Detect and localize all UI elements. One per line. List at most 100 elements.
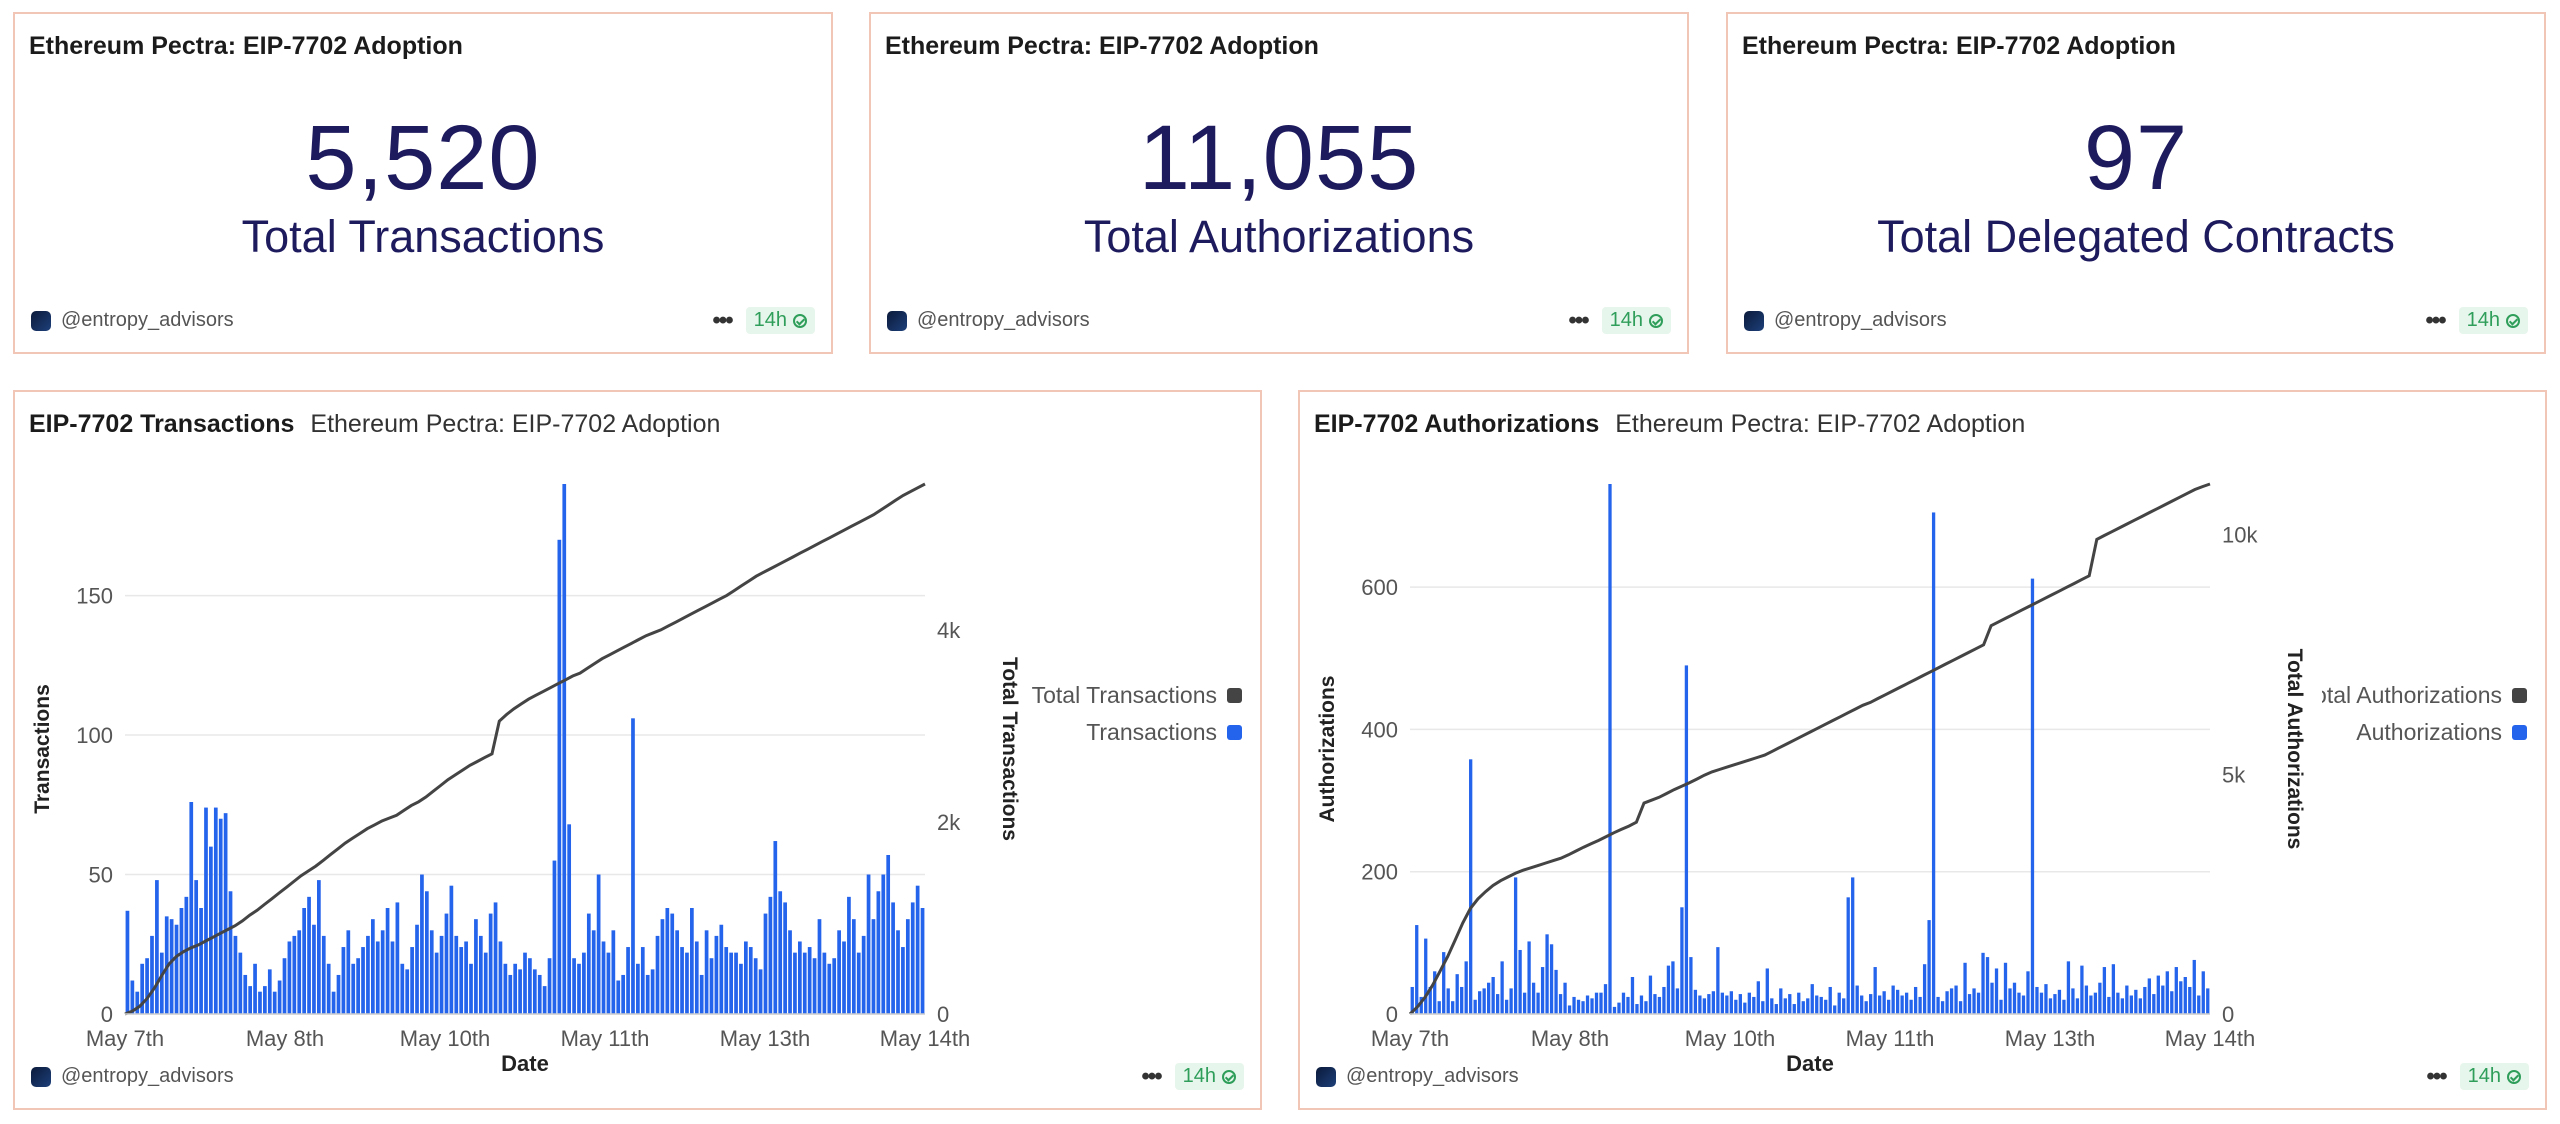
bar (2197, 995, 2201, 1014)
freshness-badge[interactable]: 14h (1174, 1063, 1244, 1090)
bar (1599, 992, 1603, 1014)
bar (415, 924, 419, 1014)
bar (1563, 982, 1567, 1014)
bar (1603, 984, 1608, 1014)
bar (2008, 988, 2012, 1014)
bar (1720, 992, 1725, 1014)
bar (356, 958, 360, 1014)
bar (2206, 988, 2210, 1014)
bar (204, 807, 208, 1014)
bar (2152, 994, 2156, 1014)
bar (2129, 995, 2133, 1014)
more-options-icon[interactable]: ••• (2426, 1062, 2447, 1090)
legend-item-daily[interactable]: Authorizations (2356, 719, 2527, 746)
owner-link[interactable]: @entropy_advisors (31, 309, 234, 332)
chart-title: EIP-7702 Transactions Ethereum Pectra: EI… (29, 410, 720, 439)
y-tick-label: 150 (76, 584, 113, 609)
bar (1788, 994, 1792, 1014)
bar (920, 908, 925, 1014)
bar (1963, 962, 1967, 1014)
bar (1855, 985, 1859, 1014)
bar (2201, 971, 2205, 1014)
bar (1554, 969, 1558, 1014)
bar (650, 969, 655, 1014)
bar (577, 963, 581, 1014)
bar (2075, 998, 2080, 1014)
more-options-icon[interactable]: ••• (2425, 306, 2446, 334)
bar (1743, 1002, 1747, 1014)
bar (258, 991, 262, 1014)
bar (1662, 986, 1666, 1014)
owner-name: @entropy_advisors (917, 309, 1090, 331)
bar (1653, 994, 1657, 1014)
bar (1922, 964, 1927, 1014)
bar (1846, 897, 1850, 1014)
bar (287, 941, 292, 1014)
bar (1567, 1005, 1572, 1014)
owner-link[interactable]: @entropy_advisors (1316, 1065, 1519, 1088)
y2-axis-label: Total Authorizations (2283, 649, 2306, 850)
bar (1644, 1001, 1648, 1014)
bar (1967, 994, 1972, 1014)
owner-name: @entropy_advisors (61, 1065, 234, 1087)
bar (793, 952, 797, 1014)
bar (763, 913, 768, 1014)
more-options-icon[interactable]: ••• (1141, 1062, 1162, 1090)
bar (174, 924, 179, 1014)
bar (601, 941, 606, 1014)
bar (1765, 968, 1769, 1014)
more-options-icon[interactable]: ••• (1568, 306, 1589, 334)
bar (1711, 991, 1716, 1014)
bar (336, 974, 341, 1014)
bar (783, 902, 787, 1014)
bar (169, 919, 174, 1014)
owner-link[interactable]: @entropy_advisors (887, 309, 1090, 332)
x-axis-label: Date (1786, 1051, 1834, 1076)
bar (1522, 992, 1527, 1014)
x-tick-label: May 10th (1685, 1026, 1776, 1051)
bar (2098, 982, 2102, 1014)
bar (1806, 998, 1810, 1014)
bar (243, 974, 248, 1014)
owner-link[interactable]: @entropy_advisors (31, 1065, 234, 1088)
bar (591, 930, 596, 1014)
bar (1428, 986, 1432, 1014)
legend-item-total[interactable]: Total Authorizations (2322, 682, 2527, 709)
chart-card-transactions: EIP-7702 Transactions Ethereum Pectra: EI… (13, 390, 1262, 1110)
bar (645, 974, 650, 1014)
bar (1851, 877, 1855, 1014)
freshness-badge[interactable]: 14h (745, 307, 815, 334)
freshness-badge[interactable]: 14h (2459, 1063, 2529, 1090)
freshness-badge[interactable]: 14h (1601, 307, 1671, 334)
legend-item-total[interactable]: Total Transactions (1032, 682, 1242, 709)
bar (331, 991, 336, 1014)
bar (1985, 957, 1990, 1014)
more-options-icon[interactable]: ••• (712, 306, 733, 334)
bar (631, 718, 635, 1014)
bar (1729, 991, 1733, 1014)
bar (1594, 992, 1599, 1014)
bar (424, 891, 429, 1014)
bar (1442, 952, 1446, 1014)
owner-link[interactable]: @entropy_advisors (1744, 309, 1947, 332)
bar (2179, 981, 2183, 1014)
y2-tick-label: 2k (937, 810, 961, 835)
bar (1761, 1001, 1765, 1014)
bar (832, 958, 837, 1014)
legend-item-daily[interactable]: Transactions (1086, 719, 1242, 746)
bar (2035, 986, 2039, 1014)
bar (748, 947, 753, 1014)
bar (361, 947, 365, 1014)
counter-value: 11,055 (1138, 107, 1420, 209)
bar (1972, 988, 1976, 1014)
bar (586, 913, 591, 1014)
bar (2044, 984, 2048, 1014)
bar (317, 880, 321, 1014)
bar (626, 947, 630, 1014)
freshness-badge[interactable]: 14h (2458, 307, 2528, 334)
bar (292, 935, 297, 1014)
bar (1460, 986, 1464, 1014)
bar (2012, 982, 2017, 1014)
counter-card-delegated-contracts: Ethereum Pectra: EIP-7702 Adoption 97 To… (1726, 12, 2546, 354)
bar (478, 935, 483, 1014)
